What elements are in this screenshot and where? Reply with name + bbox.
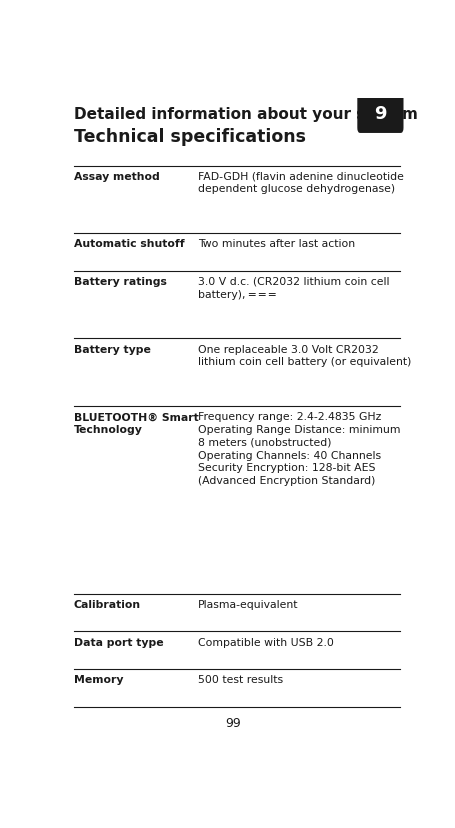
Text: Assay method: Assay method xyxy=(74,171,160,181)
Text: Plasma-equivalent: Plasma-equivalent xyxy=(198,599,298,609)
Text: 9: 9 xyxy=(374,104,387,123)
Text: Technical specifications: Technical specifications xyxy=(74,128,306,146)
Text: 3.0 V d.c. (CR2032 lithium coin cell
battery), ═ ═ ═: 3.0 V d.c. (CR2032 lithium coin cell bat… xyxy=(198,277,389,300)
Text: Frequency range: 2.4-2.4835 GHz
Operating Range Distance: minimum
8 meters (unob: Frequency range: 2.4-2.4835 GHz Operatin… xyxy=(198,412,400,486)
Text: Memory: Memory xyxy=(74,675,123,685)
Text: Automatic shutoff: Automatic shutoff xyxy=(74,239,184,249)
Text: Calibration: Calibration xyxy=(74,599,141,609)
Text: One replaceable 3.0 Volt CR2032
lithium coin cell battery (or equivalent): One replaceable 3.0 Volt CR2032 lithium … xyxy=(198,344,411,367)
Text: Compatible with USB 2.0: Compatible with USB 2.0 xyxy=(198,637,334,647)
FancyBboxPatch shape xyxy=(357,93,404,134)
Text: Detailed information about your system: Detailed information about your system xyxy=(74,107,418,122)
Text: Battery ratings: Battery ratings xyxy=(74,277,167,286)
Text: Battery type: Battery type xyxy=(74,344,151,354)
Text: BLUETOOTH® Smart
Technology: BLUETOOTH® Smart Technology xyxy=(74,412,198,435)
Text: Two minutes after last action: Two minutes after last action xyxy=(198,239,355,249)
Text: 500 test results: 500 test results xyxy=(198,675,283,685)
Text: 99: 99 xyxy=(225,716,241,729)
Text: Data port type: Data port type xyxy=(74,637,163,647)
Text: FAD-GDH (flavin adenine dinucleotide
dependent glucose dehydrogenase): FAD-GDH (flavin adenine dinucleotide dep… xyxy=(198,171,404,195)
